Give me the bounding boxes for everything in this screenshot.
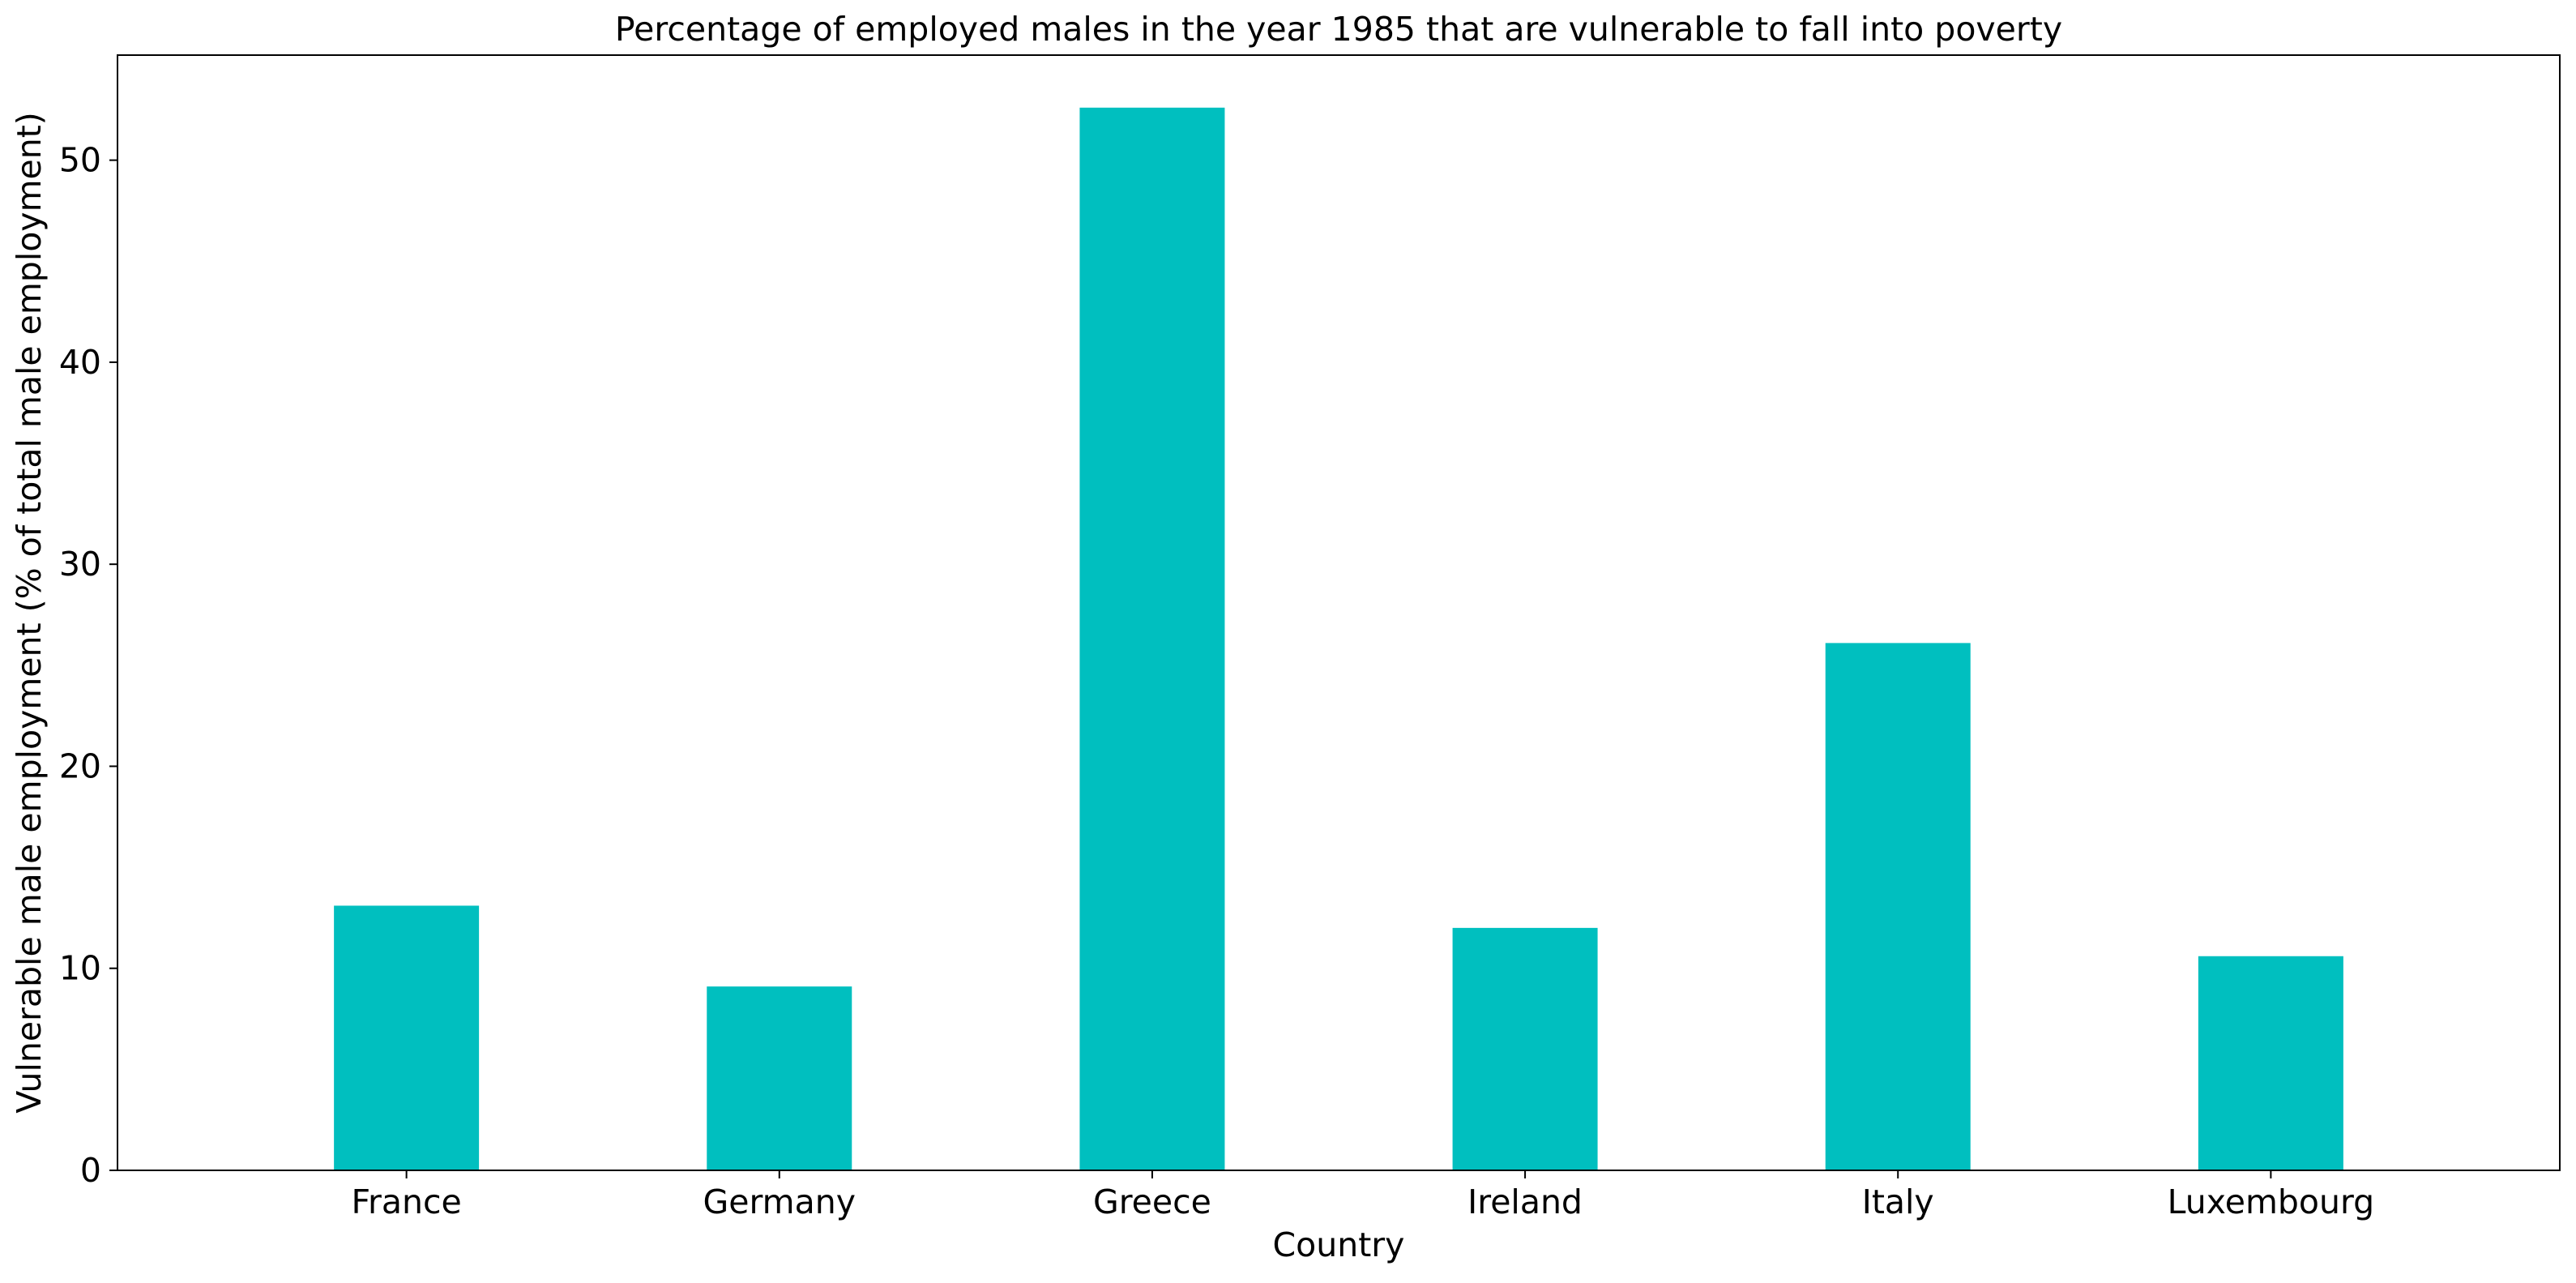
x-tick-label: Italy <box>1862 1182 1934 1221</box>
y-tick-label: 10 <box>59 949 101 988</box>
x-tick-label: Greece <box>1093 1182 1211 1221</box>
y-axis-ticks: 0 10 20 30 40 50 <box>59 141 117 1190</box>
bar-france <box>334 905 480 1170</box>
x-tick-label: Ireland <box>1467 1182 1583 1221</box>
x-tick-label: Luxembourg <box>2168 1182 2375 1221</box>
y-tick-label: 30 <box>59 545 101 584</box>
x-tick-label: Germany <box>703 1182 856 1221</box>
x-tick-label: France <box>351 1182 461 1221</box>
bar-ireland <box>1452 927 1598 1170</box>
bars-group <box>334 107 2343 1170</box>
y-tick-label: 40 <box>59 343 101 382</box>
chart-title: Percentage of employed males in the year… <box>615 10 2062 49</box>
bar-greece <box>1079 107 1225 1170</box>
y-tick-label: 50 <box>59 141 101 180</box>
y-tick-label: 0 <box>80 1151 101 1190</box>
x-axis-ticks: France Germany Greece Ireland Italy Luxembour… <box>351 1170 2374 1221</box>
plot-frame <box>117 54 2561 1171</box>
bar-luxembourg <box>2198 956 2343 1170</box>
y-tick-label: 20 <box>59 746 101 785</box>
y-axis-label: Vulnerable male employment (% of total m… <box>10 112 49 1114</box>
bar-germany <box>707 986 852 1170</box>
x-axis-label: Country <box>1273 1225 1405 1264</box>
bar-italy <box>1825 643 1971 1170</box>
